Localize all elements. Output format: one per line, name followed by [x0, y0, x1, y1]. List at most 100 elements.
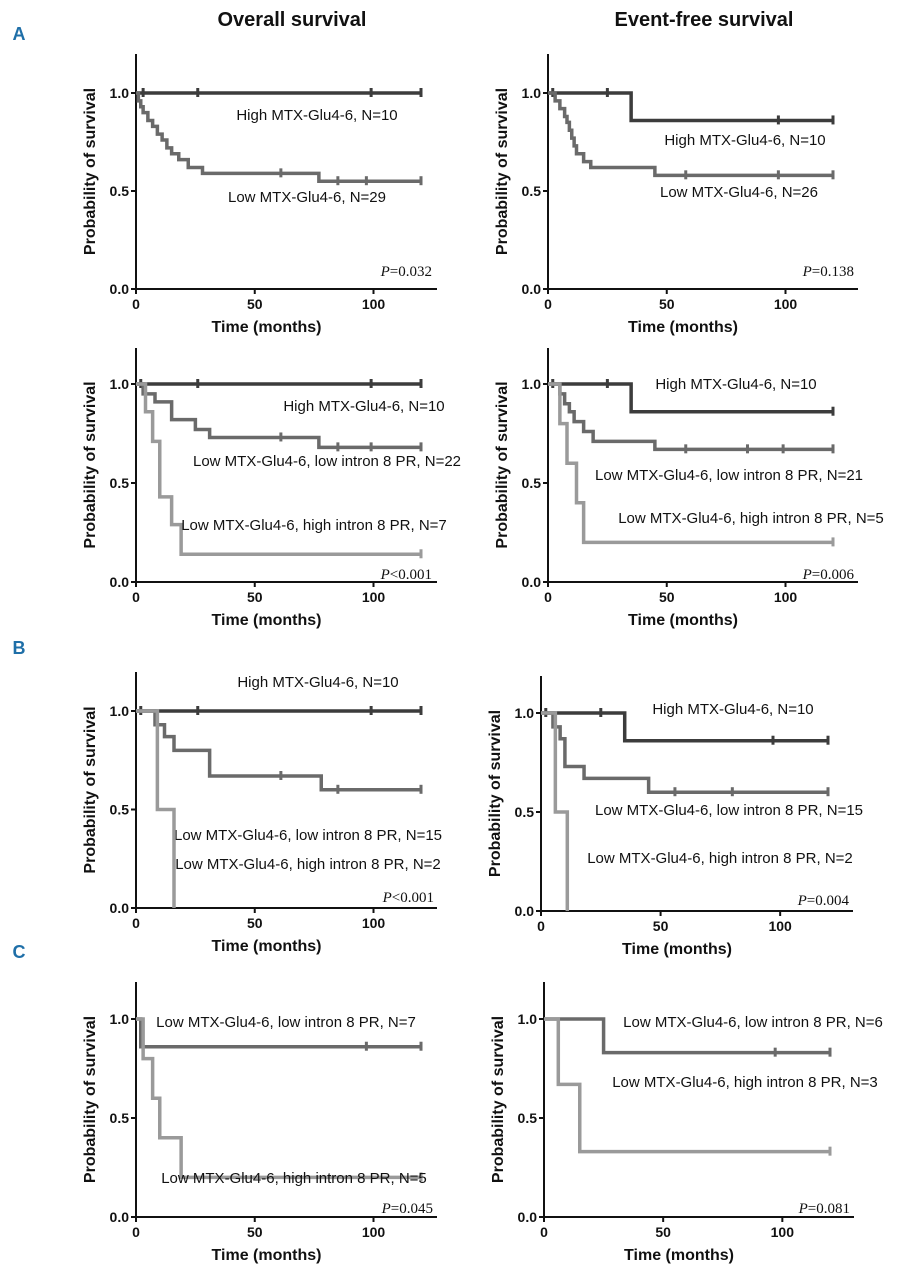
y-tick-label: 1.0: [110, 376, 130, 392]
survival-curve-3: [541, 711, 570, 911]
p-value-symbol: P: [802, 264, 812, 280]
y-tick-label: 0.5: [110, 1110, 130, 1126]
chart-a3: 0.0 0.5 1.0 0 50 100 Time (months) Probability …: [82, 348, 461, 629]
y-tick-label: 0.5: [110, 475, 130, 491]
x-tick-label: 100: [768, 918, 792, 934]
y-axis-title: Probability of survival: [494, 381, 511, 548]
x-tick-label: 50: [655, 1224, 671, 1240]
p-value-number: =0.004: [807, 893, 850, 909]
survival-curve-2: [136, 382, 421, 450]
y-tick-label: 1.0: [110, 1011, 130, 1027]
y-tick-label: 0.0: [515, 903, 535, 919]
p-value: P=0.006: [802, 567, 855, 583]
survival-curve-3: [136, 709, 176, 908]
p-value-symbol: P: [797, 893, 807, 909]
curve-label-3: Low MTX-Glu4-6, high intron 8 PR, N=2: [587, 850, 853, 867]
survival-curve-3: [548, 382, 833, 545]
p-value-symbol: P: [380, 567, 390, 583]
survival-curve-2: [136, 1017, 421, 1180]
chart-c2: 0.0 0.5 1.0 0 50 100 Time (months) Probability …: [490, 982, 883, 1264]
y-tick-label: 0.5: [518, 1110, 538, 1126]
y-axis-title: Probability of survival: [82, 706, 99, 873]
x-axis-title: Time (months): [624, 1247, 734, 1264]
p-value: P=0.004: [797, 893, 850, 909]
y-axis-title: Probability of survival: [487, 710, 504, 877]
curve-label-1: High MTX-Glu4-6, N=10: [655, 376, 816, 393]
y-tick-label: 1.0: [515, 705, 535, 721]
survival-curve-1: [548, 382, 833, 414]
x-tick-label: 0: [132, 589, 140, 605]
x-tick-label: 0: [540, 1224, 548, 1240]
x-tick-label: 100: [771, 1224, 795, 1240]
y-axis-title: Probability of survival: [490, 1016, 507, 1183]
p-value: P=0.045: [381, 1201, 433, 1217]
y-tick-label: 0.0: [110, 281, 130, 297]
panel-letter-c: C: [13, 942, 26, 962]
header-event-free-survival: Event-free survival: [615, 9, 794, 31]
curve-label-1: High MTX-Glu4-6, N=10: [237, 674, 398, 691]
y-axis-title: Probability of survival: [494, 88, 511, 255]
p-value-number: <0.001: [392, 890, 434, 906]
y-tick-label: 0.0: [110, 574, 130, 590]
x-tick-label: 0: [132, 296, 140, 312]
y-tick-label: 0.5: [522, 183, 542, 199]
x-tick-label: 50: [247, 296, 263, 312]
x-tick-label: 100: [774, 296, 798, 312]
survival-curve-1: [548, 91, 833, 123]
x-tick-label: 100: [774, 589, 798, 605]
curve-label-3: Low MTX-Glu4-6, high intron 8 PR, N=2: [175, 856, 441, 873]
y-tick-label: 0.5: [515, 804, 535, 820]
p-value-number: =0.045: [391, 1201, 433, 1217]
y-tick-label: 1.0: [110, 703, 130, 719]
y-tick-label: 0.0: [518, 1209, 538, 1225]
p-value-number: =0.138: [812, 264, 854, 280]
p-value-number: =0.006: [812, 567, 855, 583]
curve-label-2: Low MTX-Glu4-6, low intron 8 PR, N=21: [595, 467, 863, 484]
p-value-number: =0.081: [808, 1201, 850, 1217]
p-value: P<0.001: [382, 890, 434, 906]
y-axis-title: Probability of survival: [82, 1016, 99, 1183]
chart-b1: 0.0 0.5 1.0 0 50 100 Time (months) Probability …: [82, 672, 442, 955]
survival-curve-2: [544, 1017, 830, 1154]
survival-curve-2: [136, 91, 421, 183]
curve-label-3: Low MTX-Glu4-6, high intron 8 PR, N=5: [618, 510, 884, 527]
survival-curve-1: [544, 1017, 830, 1055]
p-value-symbol: P: [802, 567, 812, 583]
curve-label-1: High MTX-Glu4-6, N=10: [283, 398, 444, 415]
y-tick-label: 0.0: [522, 281, 542, 297]
survival-curve-2: [548, 91, 833, 178]
chart-c1: 0.0 0.5 1.0 0 50 100 Time (months) Probability …: [82, 982, 437, 1264]
survival-curve-2: [136, 709, 421, 792]
curve-label-2: Low MTX-Glu4-6, high intron 8 PR, N=5: [161, 1170, 427, 1187]
y-tick-label: 1.0: [110, 85, 130, 101]
p-value-number: =0.032: [390, 264, 432, 280]
x-tick-label: 50: [247, 915, 263, 931]
y-tick-label: 0.0: [110, 1209, 130, 1225]
x-tick-label: 100: [362, 915, 386, 931]
curve-label-1: High MTX-Glu4-6, N=10: [652, 701, 813, 718]
x-tick-label: 0: [132, 1224, 140, 1240]
p-value-symbol: P: [798, 1201, 808, 1217]
y-tick-label: 1.0: [522, 376, 542, 392]
x-tick-label: 0: [544, 296, 552, 312]
x-tick-label: 0: [544, 589, 552, 605]
y-tick-label: 0.5: [110, 802, 130, 818]
p-value-number: <0.001: [390, 567, 432, 583]
chart-a4: 0.0 0.5 1.0 0 50 100 Time (months) Probability …: [494, 348, 884, 629]
header-overall-survival: Overall survival: [218, 9, 367, 31]
curve-label-2: Low MTX-Glu4-6, N=26: [660, 184, 818, 201]
p-value: P<0.001: [380, 567, 432, 583]
panel-letter-a: A: [13, 24, 26, 44]
curve-label-1: High MTX-Glu4-6, N=10: [236, 107, 397, 124]
x-axis-title: Time (months): [212, 1247, 322, 1264]
curve-label-2: Low MTX-Glu4-6, low intron 8 PR, N=15: [595, 802, 863, 819]
x-tick-label: 50: [247, 589, 263, 605]
x-tick-label: 50: [247, 1224, 263, 1240]
p-value: P=0.032: [380, 264, 432, 280]
x-axis-title: Time (months): [212, 612, 322, 629]
survival-curve-2: [548, 382, 833, 452]
y-tick-label: 0.0: [522, 574, 542, 590]
p-value-symbol: P: [380, 264, 390, 280]
survival-curve-3: [136, 382, 421, 557]
